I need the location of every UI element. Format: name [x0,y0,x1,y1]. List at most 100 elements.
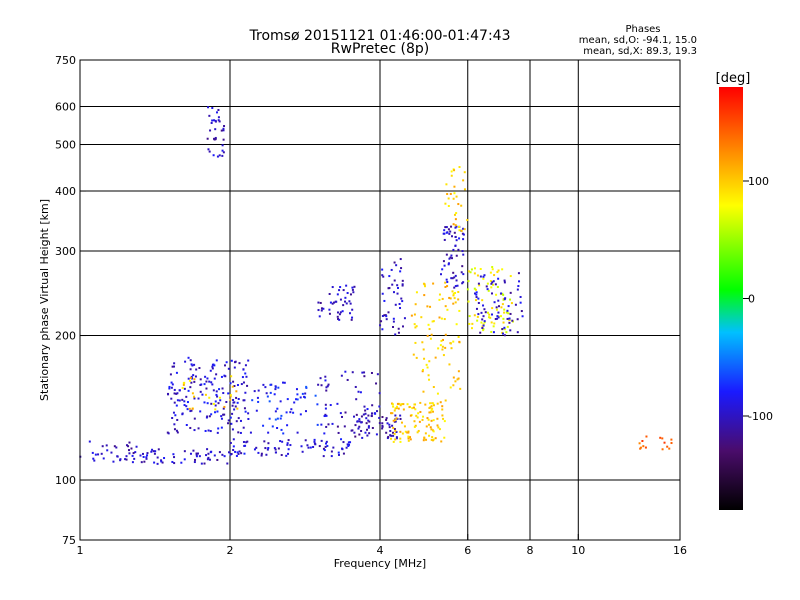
data-point [486,288,489,291]
data-point [446,193,449,196]
data-point [350,318,353,321]
data-point [477,301,480,304]
data-point [222,138,225,141]
data-point [301,392,304,395]
data-point [273,393,276,396]
data-point [454,380,457,383]
data-point [208,380,211,383]
data-point [454,301,457,304]
data-point [205,454,208,457]
data-point [203,462,206,465]
data-point [322,307,325,310]
data-point [453,185,456,188]
data-point [384,314,387,317]
data-point [219,399,222,402]
data-point [516,288,519,291]
data-point [195,453,198,456]
y-tick-label: 200 [55,330,76,343]
data-point [416,416,419,419]
colorbar-tick-label: 0 [748,293,755,306]
data-point [344,370,347,373]
data-point [335,300,338,303]
data-point [232,398,235,401]
data-point [214,136,217,139]
data-point [236,407,239,410]
data-point [491,313,494,316]
data-point [381,416,384,419]
data-point [410,314,413,317]
data-point [446,280,449,283]
data-point [395,405,398,408]
data-point [207,429,210,432]
data-point [357,427,360,430]
data-point [454,224,457,227]
data-point [429,426,432,429]
data-point [518,280,521,283]
data-point [336,315,339,318]
data-point [398,302,401,305]
data-point [426,417,429,420]
data-point [428,328,431,331]
data-point [431,436,434,439]
data-point [421,341,424,344]
data-point [351,316,354,319]
data-point [132,452,135,455]
data-point [638,442,641,445]
data-point [225,400,228,403]
data-point [274,386,277,389]
data-point [399,404,402,407]
data-point [476,315,479,318]
data-point [407,431,410,434]
data-point [510,302,513,305]
data-point [455,279,458,282]
data-point [482,275,485,278]
colorbar-label: [deg] [716,71,751,86]
data-point [461,282,464,285]
data-point [391,283,394,286]
data-point [453,297,456,300]
data-point [415,414,418,417]
data-point [427,323,430,326]
data-point [113,445,116,448]
data-point [404,430,407,433]
data-point [440,339,443,342]
data-point [492,280,495,283]
data-point [173,388,176,391]
data-point [432,429,435,432]
data-point [240,383,243,386]
data-point [212,363,215,366]
data-point [241,376,244,379]
data-point [423,283,426,286]
y-tick-label: 100 [55,474,76,487]
data-point [482,277,485,280]
data-point [441,405,444,408]
data-point [490,282,493,285]
data-point [453,276,456,279]
data-point [421,368,424,371]
data-point [457,335,460,338]
data-point [287,448,290,451]
data-point [479,267,482,270]
data-point [233,366,236,369]
data-point [483,320,486,323]
data-point [341,415,344,418]
data-point [229,441,232,444]
data-point [314,394,317,397]
data-point [396,286,399,289]
data-point [141,452,144,455]
data-point [505,331,508,334]
data-point [479,331,482,334]
data-point [173,428,176,431]
data-point [314,443,317,446]
data-point [355,398,358,401]
data-point [500,306,503,309]
data-point [516,318,519,321]
data-point [461,250,464,253]
data-point [150,450,153,453]
data-point [496,315,499,318]
data-point [125,444,128,447]
data-point [441,408,444,411]
data-point [216,458,219,461]
data-point [421,370,424,373]
data-point [397,407,400,410]
